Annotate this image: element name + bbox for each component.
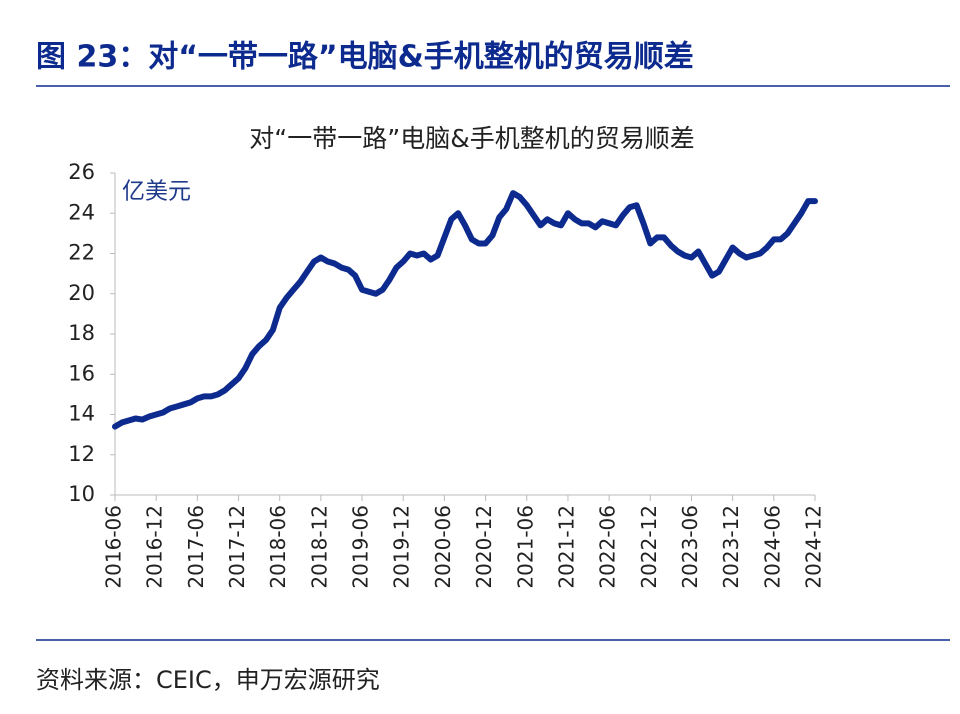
y-tick-label: 12: [68, 442, 95, 466]
x-tick-label: 2024-12: [802, 505, 826, 589]
x-tick-label: 2018-12: [307, 505, 331, 589]
x-tick-label: 2021-06: [513, 505, 537, 589]
y-tick-label: 22: [68, 241, 95, 265]
figure-title: 图 23：对“一带一路”电脑&手机整机的贸易顺差: [36, 40, 694, 75]
x-tick-label: 2022-06: [596, 505, 620, 589]
x-tick-label: 2017-06: [184, 505, 208, 589]
y-tick-label: 14: [68, 402, 95, 426]
y-tick-label: 20: [68, 281, 95, 305]
x-tick-label: 2023-06: [678, 505, 702, 589]
x-tick-label: 2019-06: [349, 505, 373, 589]
y-tick-label: 18: [68, 321, 95, 345]
x-tick-label: 2018-06: [266, 505, 290, 589]
x-tick-label: 2020-06: [431, 505, 455, 589]
x-tick-label: 2016-06: [102, 505, 126, 589]
chart-title: 对“一带一路”电脑&手机整机的贸易顺差: [249, 124, 694, 153]
x-tick-label: 2020-12: [472, 505, 496, 589]
x-tick-label: 2016-12: [143, 505, 167, 589]
x-tick-label: 2024-06: [760, 505, 784, 589]
y-tick-label: 26: [68, 160, 95, 184]
x-tick-label: 2022-12: [637, 505, 661, 589]
x-tick-label: 2017-12: [225, 505, 249, 589]
y-tick-label: 16: [68, 361, 95, 385]
data-line: [112, 190, 818, 430]
y-tick-label: 10: [68, 482, 95, 506]
source-note: 资料来源：CEIC，申万宏源研究: [36, 666, 380, 694]
y-tick-label: 24: [68, 200, 95, 224]
x-tick-label: 2019-12: [390, 505, 414, 589]
x-tick-label: 2023-12: [719, 505, 743, 589]
x-tick-label: 2021-12: [554, 505, 578, 589]
unit-label: 亿美元: [122, 179, 191, 205]
